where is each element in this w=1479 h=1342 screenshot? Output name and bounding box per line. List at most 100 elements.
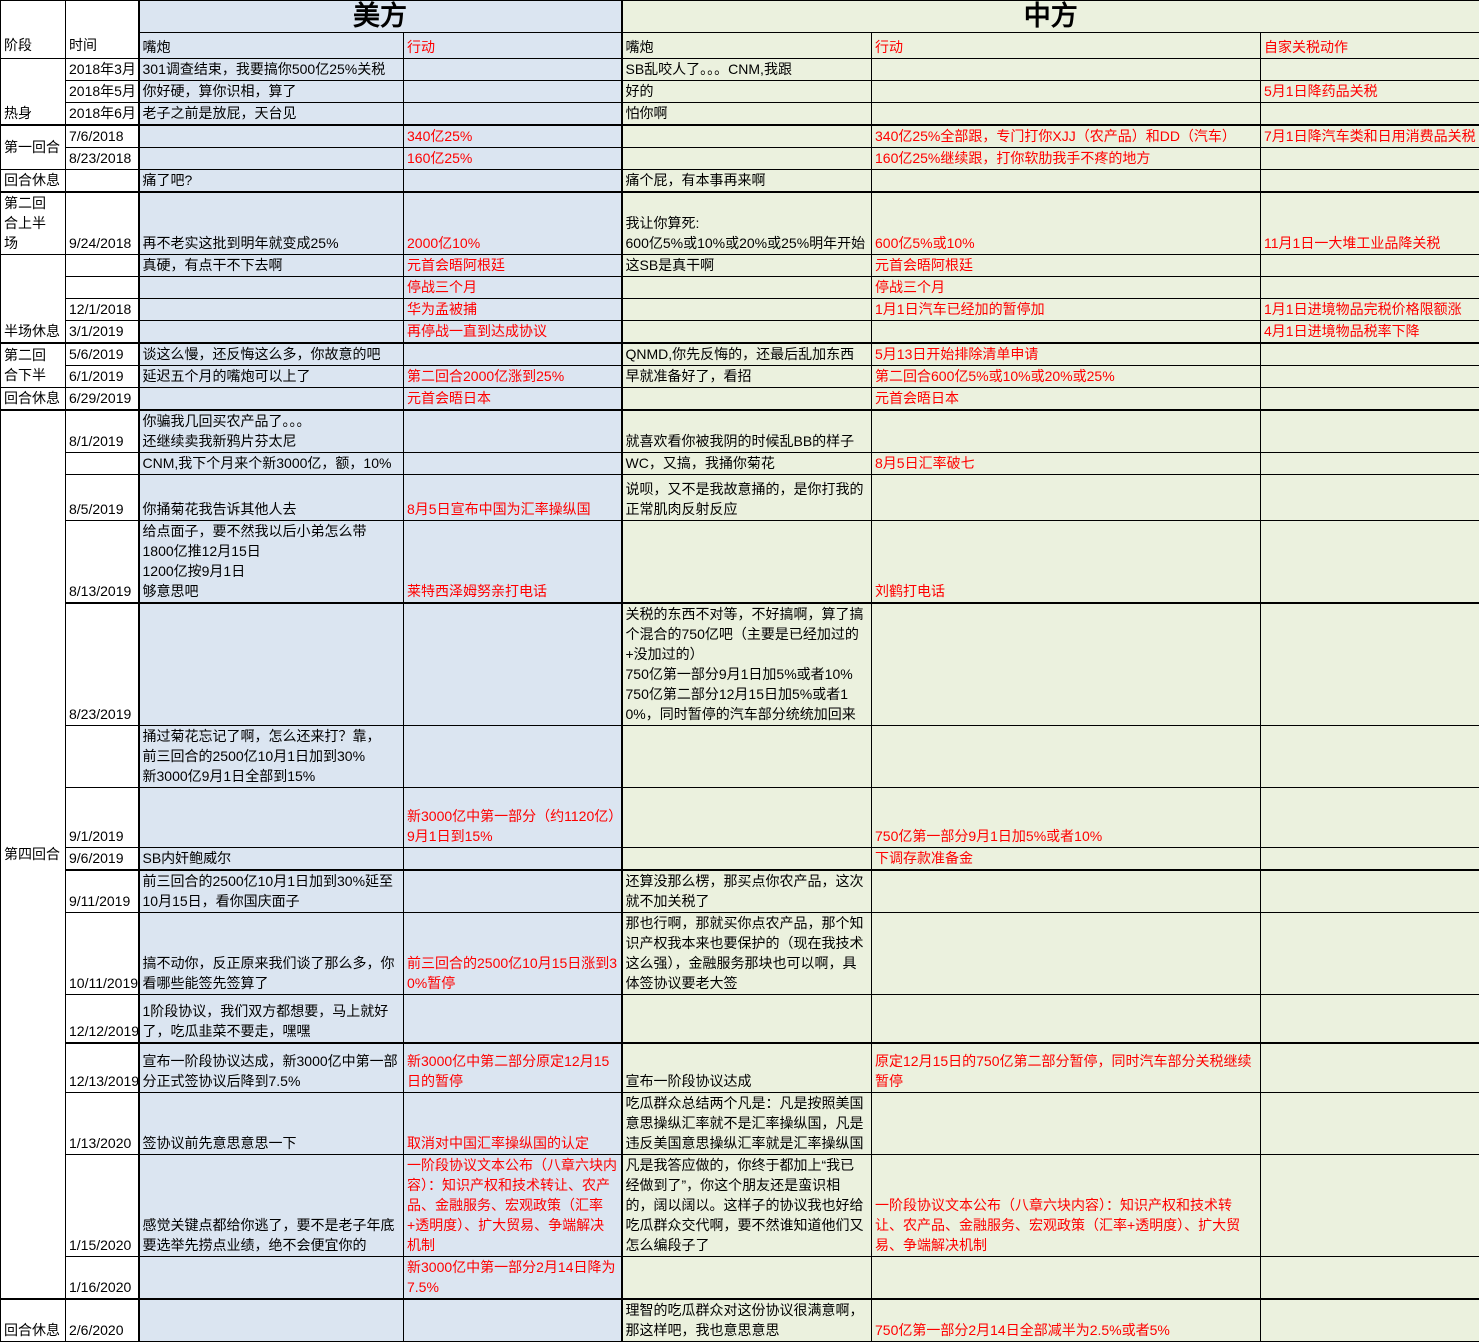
- cn-action-cell[interactable]: [872, 1257, 1261, 1300]
- cn-tariff-cell[interactable]: [1261, 170, 1479, 193]
- us-action-cell[interactable]: 8月5日宣布中国为汇率操纵国: [404, 475, 622, 521]
- us-talk-cell[interactable]: 真硬，有点干不下去啊: [139, 255, 404, 277]
- cn-talk-cell[interactable]: 关税的东西不对等，不好搞啊，算了搞个混合的750亿吧（主要是已经加过的+没加过的…: [622, 603, 872, 726]
- us-action-cell[interactable]: 莱特西泽姆努亲打电话: [404, 521, 622, 604]
- cn-talk-cell[interactable]: 我让你算死: 600亿5%或10%或20%或25%明年开始: [622, 192, 872, 255]
- stage-cell[interactable]: 回合休息: [1, 170, 66, 193]
- cn-action-cell[interactable]: [872, 59, 1261, 81]
- us-action-cell[interactable]: 2000亿10%: [404, 192, 622, 255]
- cn-action-cell[interactable]: 刘鹤打电话: [872, 521, 1261, 604]
- us-side-header[interactable]: 美方: [139, 1, 622, 33]
- cn-action-cell[interactable]: 160亿25%继续跟，打你软肋我手不疼的地方: [872, 148, 1261, 170]
- us-talk-cell[interactable]: [139, 603, 404, 726]
- us-talk-cell[interactable]: SB内奸鲍威尔: [139, 848, 404, 871]
- us-talk-cell[interactable]: 捅过菊花忘记了啊，怎么还来打？靠， 前三回合的2500亿10月1日加到30% 新…: [139, 726, 404, 788]
- cn-talk-header[interactable]: 嘴炮: [622, 33, 872, 59]
- stage-cell[interactable]: 第二回 合上半 场: [1, 192, 66, 255]
- us-talk-cell[interactable]: 宣布一阶段协议达成，新3000亿中第一部分正式签协议后降到7.5%: [139, 1043, 404, 1093]
- cn-action-cell[interactable]: 5月13日开始排除清单申请: [872, 343, 1261, 366]
- us-action-cell[interactable]: [404, 343, 622, 366]
- us-action-cell[interactable]: [404, 81, 622, 103]
- cn-talk-cell[interactable]: 痛个屁，有本事再来啊: [622, 170, 872, 193]
- us-talk-cell[interactable]: 你捅菊花我告诉其他人去: [139, 475, 404, 521]
- time-cell[interactable]: 7/6/2018: [66, 125, 139, 148]
- time-cell[interactable]: 8/5/2019: [66, 475, 139, 521]
- cn-tariff-cell[interactable]: [1261, 1299, 1479, 1342]
- us-talk-cell[interactable]: [139, 1257, 404, 1300]
- cn-talk-cell[interactable]: [622, 125, 872, 148]
- us-talk-cell[interactable]: 签协议前先意思意思一下: [139, 1093, 404, 1155]
- cn-talk-cell[interactable]: 早就准备好了，看招: [622, 366, 872, 388]
- cn-talk-cell[interactable]: 怕你啊: [622, 103, 872, 126]
- cn-tariff-cell[interactable]: [1261, 475, 1479, 521]
- cn-tariff-cell[interactable]: [1261, 277, 1479, 299]
- cn-tariff-cell[interactable]: [1261, 453, 1479, 475]
- time-cell[interactable]: 10/11/2019: [66, 913, 139, 995]
- cn-tariff-cell[interactable]: [1261, 788, 1479, 848]
- cn-talk-cell[interactable]: [622, 388, 872, 411]
- us-action-cell[interactable]: 340亿25%: [404, 125, 622, 148]
- cn-talk-cell[interactable]: 那也行啊，那就买你点农产品，那个知识产权我本来也要保护的（现在我技术这么强），金…: [622, 913, 872, 995]
- cn-action-cell[interactable]: [872, 475, 1261, 521]
- us-talk-cell[interactable]: [139, 148, 404, 170]
- us-talk-cell[interactable]: [139, 321, 404, 344]
- us-talk-cell[interactable]: [139, 299, 404, 321]
- cn-action-cell[interactable]: 8月5日汇率破七: [872, 453, 1261, 475]
- us-talk-cell[interactable]: 你骗我几回买农产品了。。。 还继续卖我新鸦片芬太尼: [139, 410, 404, 453]
- cn-talk-cell[interactable]: 宣布一阶段协议达成: [622, 1043, 872, 1093]
- time-cell[interactable]: 9/1/2019: [66, 788, 139, 848]
- us-action-cell[interactable]: 华为孟被捕: [404, 299, 622, 321]
- us-action-cell[interactable]: 前三回合的2500亿10月15日涨到30%暂停: [404, 913, 622, 995]
- cn-tariff-cell[interactable]: [1261, 726, 1479, 788]
- cn-talk-cell[interactable]: 好的: [622, 81, 872, 103]
- cn-side-header[interactable]: 中方: [622, 1, 1479, 33]
- cn-tariff-cell[interactable]: [1261, 870, 1479, 913]
- time-cell[interactable]: 8/23/2019: [66, 603, 139, 726]
- us-talk-cell[interactable]: 前三回合的2500亿10月1日加到30%延至10月15日，看你国庆面子: [139, 870, 404, 913]
- us-talk-cell[interactable]: 301调查结束，我要搞你500亿25%关税: [139, 59, 404, 81]
- time-column-header[interactable]: 时间: [66, 1, 139, 59]
- time-cell[interactable]: 2018年6月: [66, 103, 139, 126]
- cn-tariff-cell[interactable]: [1261, 103, 1479, 126]
- us-action-cell[interactable]: 160亿25%: [404, 148, 622, 170]
- cn-talk-cell[interactable]: [622, 848, 872, 871]
- cn-action-cell[interactable]: 340亿25%全部跟，专门打你XJJ（农产品）和DD（汽车）: [872, 125, 1261, 148]
- us-action-cell[interactable]: [404, 848, 622, 871]
- cn-tariff-cell[interactable]: [1261, 366, 1479, 388]
- us-action-cell[interactable]: [404, 453, 622, 475]
- us-action-cell[interactable]: [404, 726, 622, 788]
- us-action-cell[interactable]: [404, 1299, 622, 1342]
- us-talk-header[interactable]: 嘴炮: [139, 33, 404, 59]
- us-talk-cell[interactable]: [139, 277, 404, 299]
- us-action-cell[interactable]: 第二回合2000亿涨到25%: [404, 366, 622, 388]
- cn-action-cell[interactable]: [872, 410, 1261, 453]
- time-cell[interactable]: 6/29/2019: [66, 388, 139, 411]
- cn-tariff-cell[interactable]: [1261, 913, 1479, 995]
- cn-action-cell[interactable]: [872, 726, 1261, 788]
- us-talk-cell[interactable]: [139, 388, 404, 411]
- cn-tariff-cell[interactable]: 4月1日进境物品税率下降: [1261, 321, 1479, 344]
- cn-action-cell[interactable]: 停战三个月: [872, 277, 1261, 299]
- time-cell[interactable]: 2018年3月: [66, 59, 139, 81]
- cn-talk-cell[interactable]: 这SB是真干啊: [622, 255, 872, 277]
- cn-talk-cell[interactable]: 凡是我答应做的，你终于都加上“我已经做到了”，你这个朋友还是蛮识相的，阔以阔以。…: [622, 1155, 872, 1257]
- cn-tariff-cell[interactable]: [1261, 59, 1479, 81]
- time-cell[interactable]: [66, 277, 139, 299]
- stage-column-header[interactable]: 阶段: [1, 1, 66, 59]
- us-action-cell[interactable]: [404, 103, 622, 126]
- us-action-cell[interactable]: [404, 410, 622, 453]
- cn-action-cell[interactable]: 600亿5%或10%: [872, 192, 1261, 255]
- cn-talk-cell[interactable]: [622, 995, 872, 1043]
- us-action-cell[interactable]: [404, 870, 622, 913]
- cn-action-header[interactable]: 行动: [872, 33, 1261, 59]
- us-talk-cell[interactable]: 谈这么慢，还反悔这么多，你故意的吧: [139, 343, 404, 366]
- cn-action-cell[interactable]: 750亿第一部分2月14日全部减半为2.5%或者5%: [872, 1299, 1261, 1342]
- us-talk-cell[interactable]: 1阶段协议，我们双方都想要，马上就好了，吃瓜韭菜不要走，嘿嘿: [139, 995, 404, 1043]
- cn-action-cell[interactable]: 一阶段协议文本公布（八章六块内容）：知识产权和技术转让、农产品、金融服务、宏观政…: [872, 1155, 1261, 1257]
- us-talk-cell[interactable]: [139, 125, 404, 148]
- cn-action-cell[interactable]: 750亿第一部分9月1日加5%或者10%: [872, 788, 1261, 848]
- cn-talk-cell[interactable]: [622, 1257, 872, 1300]
- cn-tariff-cell[interactable]: [1261, 848, 1479, 871]
- cn-tariff-cell[interactable]: [1261, 603, 1479, 726]
- us-talk-cell[interactable]: 搞不动你，反正原来我们谈了那么多，你看哪些能签先签算了: [139, 913, 404, 995]
